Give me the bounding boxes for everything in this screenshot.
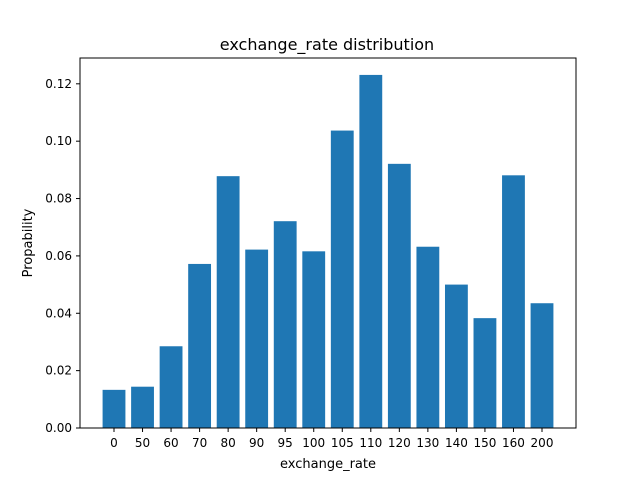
chart-title: exchange_rate distribution	[220, 35, 434, 55]
bar-160	[502, 175, 525, 428]
y-tick-label: 0.12	[45, 77, 72, 91]
x-tick-label: 80	[220, 436, 235, 450]
bar-100	[302, 251, 326, 428]
bar-130	[416, 246, 440, 428]
x-tick-label: 100	[302, 436, 325, 450]
x-tick-label: 120	[388, 436, 411, 450]
bar-200	[530, 303, 554, 428]
bar-90	[245, 249, 269, 428]
bar-105	[330, 130, 354, 428]
x-tick-label: 160	[502, 436, 525, 450]
x-tick-label: 60	[163, 436, 178, 450]
bar-50	[131, 386, 154, 428]
y-tick-label: 0.10	[45, 134, 72, 148]
y-tick-label: 0.02	[45, 364, 72, 378]
bar-95	[273, 221, 297, 428]
x-tick-label: 0	[110, 436, 118, 450]
y-tick-label: 0.00	[45, 421, 72, 435]
x-tick-label: 150	[473, 436, 496, 450]
bar-70	[188, 263, 212, 428]
bar-0	[102, 389, 126, 428]
x-tick-label: 95	[278, 436, 293, 450]
x-axis-ticks: 0 50 60 70 80 90 95 100 105 110 120 130 140 150 160 200	[110, 428, 553, 450]
x-tick-label: 50	[135, 436, 150, 450]
bars-group	[102, 74, 554, 429]
y-axis-label: Propability	[21, 208, 36, 277]
y-tick-label: 0.06	[45, 249, 72, 263]
x-tick-label: 110	[359, 436, 382, 450]
x-axis-label: exchange_rate	[280, 457, 376, 472]
x-tick-label: 70	[192, 436, 207, 450]
bar-120	[387, 163, 411, 428]
bar-150	[473, 318, 497, 428]
plot-frame	[79, 57, 577, 429]
bar-60	[159, 346, 183, 428]
bar-140	[444, 284, 468, 428]
x-tick-label: 105	[331, 436, 354, 450]
y-tick-label: 0.08	[45, 192, 72, 206]
x-tick-label: 130	[416, 436, 439, 450]
x-tick-label: 140	[445, 436, 468, 450]
bar-110	[359, 74, 383, 429]
x-tick-label: 200	[531, 436, 554, 450]
y-axis-ticks: 0.00 0.02 0.04 0.06 0.08 0.10 0.12	[45, 77, 80, 435]
bar-80	[216, 176, 240, 428]
x-tick-label: 90	[249, 436, 264, 450]
y-tick-label: 0.04	[45, 306, 72, 320]
